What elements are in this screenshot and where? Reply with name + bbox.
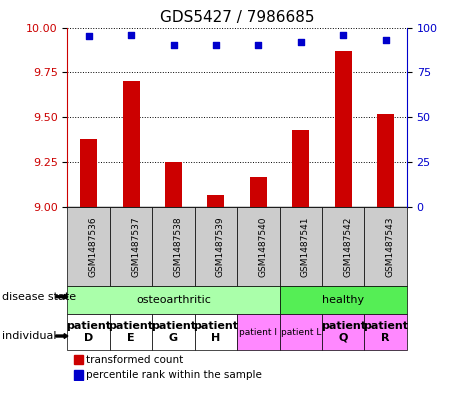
- Bar: [67, 207, 110, 286]
- Text: osteoarthritic: osteoarthritic: [136, 295, 211, 305]
- Bar: [322, 207, 365, 286]
- Bar: [74, 355, 83, 364]
- Title: GDS5427 / 7986685: GDS5427 / 7986685: [160, 10, 314, 25]
- Bar: [335, 51, 352, 207]
- Bar: [365, 314, 407, 350]
- Text: GSM1487536: GSM1487536: [89, 216, 98, 277]
- Text: GSM1487541: GSM1487541: [301, 216, 310, 277]
- Text: patient
D: patient D: [66, 321, 111, 343]
- Point: [255, 42, 262, 49]
- Bar: [377, 114, 394, 207]
- Bar: [152, 207, 195, 286]
- Bar: [110, 314, 152, 350]
- Bar: [279, 207, 322, 286]
- Bar: [110, 207, 152, 286]
- Bar: [237, 207, 279, 286]
- Bar: [74, 370, 83, 380]
- Bar: [80, 139, 97, 207]
- Text: patient
E: patient E: [108, 321, 153, 343]
- Text: transformed count: transformed count: [86, 354, 183, 365]
- Text: patient
Q: patient Q: [321, 321, 366, 343]
- Bar: [67, 286, 279, 314]
- Point: [85, 33, 93, 40]
- Bar: [365, 207, 407, 286]
- Text: patient I: patient I: [239, 328, 277, 336]
- Bar: [292, 130, 309, 207]
- Text: patient
G: patient G: [151, 321, 196, 343]
- Point: [382, 37, 389, 43]
- Bar: [250, 176, 267, 207]
- Text: individual: individual: [2, 331, 57, 341]
- Text: disease state: disease state: [2, 292, 76, 302]
- Bar: [152, 314, 195, 350]
- Text: percentile rank within the sample: percentile rank within the sample: [86, 370, 262, 380]
- Text: patient L: patient L: [280, 328, 321, 336]
- Text: patient
R: patient R: [363, 321, 408, 343]
- Bar: [207, 195, 225, 207]
- Bar: [67, 314, 110, 350]
- Bar: [165, 162, 182, 207]
- Bar: [279, 286, 407, 314]
- Bar: [195, 207, 237, 286]
- Point: [170, 42, 177, 49]
- Bar: [123, 81, 140, 207]
- Bar: [237, 314, 279, 350]
- Text: GSM1487542: GSM1487542: [343, 216, 352, 277]
- Text: GSM1487540: GSM1487540: [259, 216, 267, 277]
- Point: [339, 31, 347, 38]
- Text: healthy: healthy: [322, 295, 364, 305]
- Point: [127, 31, 135, 38]
- Bar: [322, 314, 365, 350]
- Text: patient
H: patient H: [193, 321, 239, 343]
- Text: GSM1487538: GSM1487538: [173, 216, 182, 277]
- Bar: [195, 314, 237, 350]
- Text: GSM1487539: GSM1487539: [216, 216, 225, 277]
- Text: GSM1487543: GSM1487543: [385, 216, 395, 277]
- Bar: [279, 314, 322, 350]
- Text: GSM1487537: GSM1487537: [131, 216, 140, 277]
- Point: [297, 39, 305, 45]
- Point: [212, 42, 219, 49]
